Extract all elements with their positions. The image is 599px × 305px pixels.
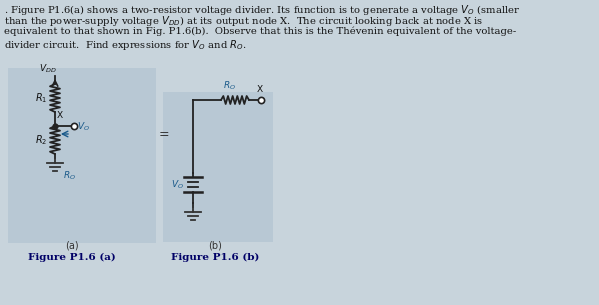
- Text: $V_O$: $V_O$: [77, 121, 90, 133]
- Text: $R_O$: $R_O$: [63, 170, 76, 182]
- Text: (b): (b): [208, 241, 222, 251]
- Text: $V_O$: $V_O$: [171, 179, 184, 191]
- Text: divider circuit.  Find expressions for $V_O$ and $R_O$.: divider circuit. Find expressions for $V…: [4, 38, 247, 52]
- Text: X: X: [257, 85, 263, 94]
- Bar: [163, 92, 273, 242]
- Text: than the power-supply voltage $V_{DD}$) at its output node X.  The circuit looki: than the power-supply voltage $V_{DD}$) …: [4, 15, 483, 28]
- Text: $R_2$: $R_2$: [35, 133, 47, 147]
- Text: $R_1$: $R_1$: [35, 91, 47, 105]
- Bar: [8, 68, 156, 243]
- Text: $=$: $=$: [156, 127, 170, 139]
- Text: X: X: [57, 111, 63, 120]
- Text: (a): (a): [65, 241, 79, 251]
- Text: $V_{DD}$: $V_{DD}$: [39, 63, 57, 75]
- Text: Figure P1.6 (a): Figure P1.6 (a): [28, 253, 116, 262]
- Text: $R_O$: $R_O$: [223, 79, 236, 92]
- Text: . Figure P1.6(a) shows a two-resistor voltage divider. Its function is to genera: . Figure P1.6(a) shows a two-resistor vo…: [4, 3, 521, 17]
- Text: Figure P1.6 (b): Figure P1.6 (b): [171, 253, 259, 262]
- Text: equivalent to that shown in Fig. P1.6(b).  Observe that this is the Thévenin equ: equivalent to that shown in Fig. P1.6(b)…: [4, 26, 516, 35]
